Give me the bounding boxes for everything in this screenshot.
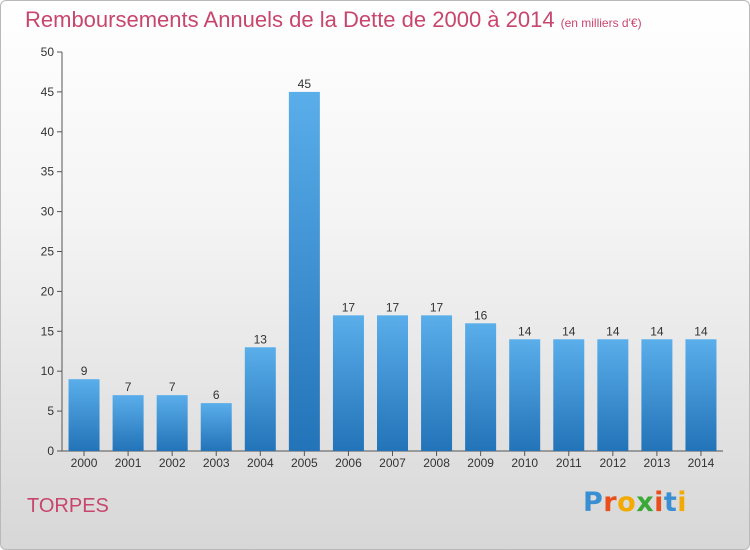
y-tick-label: 0: [47, 444, 54, 458]
y-tick-label: 50: [41, 45, 55, 59]
logo-letter: o: [617, 487, 637, 518]
bar: [685, 339, 717, 451]
bar-value-label: 14: [606, 324, 620, 338]
bar-chart: 0 5 10 15 20 25 30 35 40 45 50 9 2000 7 2001 7 2002 6 2003…: [41, 45, 723, 470]
y-tick-label: 10: [41, 364, 55, 378]
bar: [641, 339, 673, 451]
x-tick-label: 2012: [599, 456, 626, 470]
bar-value-label: 14: [562, 324, 576, 338]
bar: [377, 315, 408, 451]
chart-title-text: Remboursements Annuels de la Dette de 20…: [25, 7, 555, 32]
bar-value-label: 14: [694, 324, 708, 338]
x-tick-label: 2001: [115, 456, 142, 470]
bar: [332, 315, 364, 451]
x-tick-label: 2000: [71, 456, 98, 470]
bar: [156, 395, 188, 451]
bar: [553, 339, 585, 451]
x-tick-label: 2003: [203, 456, 230, 470]
bar: [244, 347, 276, 451]
bar-value-label: 14: [650, 324, 664, 338]
logo-letter: t: [663, 487, 678, 518]
bar-value-label: 7: [169, 380, 176, 394]
x-tick-label: 2009: [467, 456, 494, 470]
bar-value-label: 16: [474, 308, 488, 322]
chart-title: Remboursements Annuels de la Dette de 20…: [25, 7, 642, 33]
bar-value-label: 14: [518, 324, 532, 338]
logo-letter: r: [603, 487, 618, 518]
y-tick-label: 45: [41, 85, 55, 99]
x-tick-label: 2013: [644, 456, 671, 470]
bar: [421, 315, 453, 451]
bar-value-label: 17: [430, 300, 444, 314]
logo-letter: P: [583, 487, 604, 518]
y-tick-label: 35: [41, 165, 55, 179]
bar-value-label: 7: [125, 380, 132, 394]
x-tick-label: 2014: [688, 456, 715, 470]
y-tick-label: 25: [41, 245, 55, 259]
y-tick-label: 20: [41, 284, 55, 298]
logo-letter: i: [654, 487, 664, 518]
x-tick-label: 2005: [291, 456, 318, 470]
bar: [465, 323, 497, 451]
bar: [200, 403, 232, 451]
x-tick-label: 2006: [335, 456, 362, 470]
bar-value-label: 17: [342, 300, 356, 314]
commune-name: TORPES: [27, 495, 109, 517]
logo-letter: x: [636, 487, 655, 518]
y-tick-label: 15: [41, 324, 55, 338]
chart-unit: (en milliers d'€): [560, 16, 642, 30]
bar-value-label: 17: [386, 300, 400, 314]
x-tick-label: 2010: [511, 456, 538, 470]
bar: [68, 379, 100, 451]
x-tick-label: 2007: [379, 456, 406, 470]
bar-value-label: 9: [81, 364, 88, 378]
bar: [597, 339, 629, 451]
logo-letter: i: [677, 487, 688, 518]
y-tick-label: 30: [41, 205, 55, 219]
bar-value-label: 13: [254, 332, 268, 346]
bar: [112, 395, 144, 451]
x-tick-label: 2008: [423, 456, 450, 470]
bar-value-label: 6: [213, 388, 220, 402]
y-tick-label: 40: [41, 125, 55, 139]
y-tick-label: 5: [47, 404, 54, 418]
x-tick-label: 2004: [247, 456, 274, 470]
bar: [509, 339, 541, 451]
proxiti-logo: Proxiti: [583, 487, 687, 518]
x-tick-label: 2011: [556, 456, 582, 470]
bar: [288, 91, 320, 452]
x-tick-label: 2002: [159, 456, 186, 470]
bar-value-label: 45: [298, 77, 312, 91]
